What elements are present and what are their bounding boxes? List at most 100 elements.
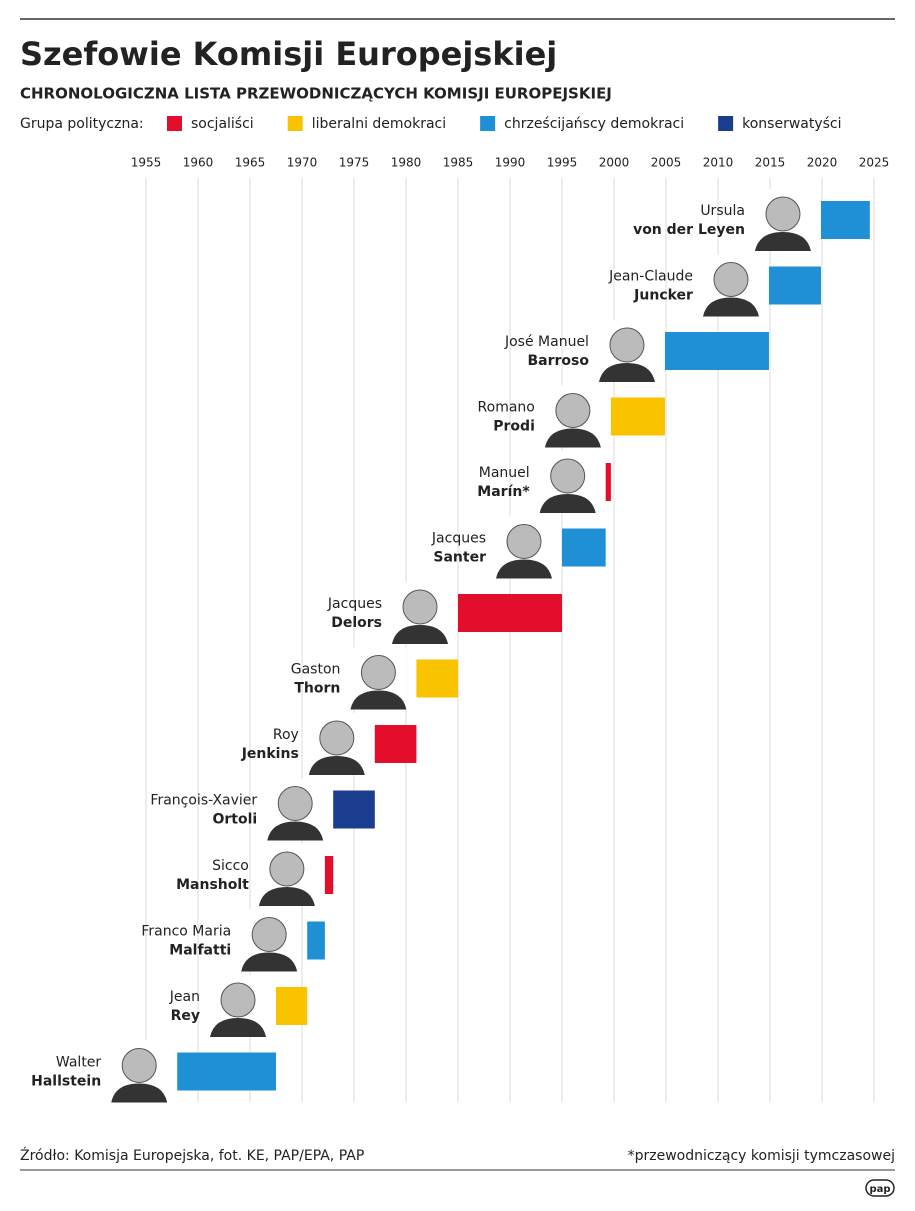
x-tick-label: 1970: [287, 156, 318, 170]
first-name: Romano: [478, 400, 535, 416]
portrait-head: [319, 720, 355, 756]
portrait-head: [402, 589, 438, 625]
portrait-shoulders: [308, 756, 365, 775]
tenure-bar: [605, 463, 611, 501]
logo-badge: [865, 1179, 895, 1197]
tenure-bar: [820, 201, 870, 239]
portrait-shoulders: [539, 494, 596, 513]
portrait-head: [277, 786, 313, 821]
tenure-bar: [416, 659, 458, 698]
logo: pap: [869, 1184, 890, 1195]
last-name: Prodi: [493, 419, 535, 435]
last-name: Hallstein: [31, 1074, 101, 1090]
portrait-shoulders: [258, 887, 315, 906]
portrait-head: [713, 262, 749, 297]
footnote: *przewodniczący komisji tymczasowej: [628, 1148, 895, 1164]
legend-swatch: [167, 116, 182, 131]
portrait-head: [765, 196, 801, 232]
x-tick-label: 1965: [235, 156, 266, 170]
portrait-head: [251, 917, 287, 952]
portrait-head: [550, 458, 586, 494]
tenure-bar: [562, 528, 606, 567]
legend-swatch: [287, 116, 303, 131]
first-name: Sicco: [212, 858, 249, 874]
last-name: Marín*: [477, 484, 530, 500]
first-name: Ursula: [700, 203, 745, 219]
tenure-bar: [177, 1052, 276, 1091]
tenure-bar: [307, 921, 325, 960]
portrait-head: [121, 1048, 157, 1083]
tenure-bar: [768, 266, 821, 305]
portrait-shoulders: [544, 428, 601, 448]
x-tick-label: 2020: [807, 156, 838, 170]
portrait-head: [609, 327, 645, 363]
x-tick-label: 1960: [183, 156, 214, 170]
portrait-head: [269, 851, 305, 887]
legend-swatch: [480, 116, 496, 131]
x-tick-label: 2025: [859, 156, 890, 170]
portrait-head: [360, 655, 396, 690]
portrait-head: [506, 524, 542, 559]
legend-title: Grupa polityczna:: [20, 116, 144, 132]
x-tick-label: 2010: [703, 156, 734, 170]
first-name: Jean-Claude: [608, 269, 693, 285]
tenure-bar: [458, 594, 562, 632]
first-name: Franco Maria: [141, 924, 231, 940]
portrait-head: [220, 982, 256, 1018]
first-name: Jacques: [327, 596, 382, 612]
tenure-bar: [276, 987, 308, 1025]
portrait-shoulders: [754, 232, 811, 251]
x-tick-label: 1975: [339, 156, 370, 170]
portrait-shoulders: [210, 1018, 266, 1037]
x-tick-label: 1995: [547, 156, 578, 170]
last-name: von der Leyen: [633, 222, 745, 238]
portrait-shoulders: [111, 1083, 168, 1103]
last-name: Mansholt: [176, 877, 249, 893]
legend-label: liberalni demokraci: [312, 116, 446, 132]
last-name: Jenkins: [241, 746, 299, 762]
portrait-shoulders: [241, 952, 298, 972]
portrait-shoulders: [350, 690, 407, 710]
tenure-bar: [324, 856, 334, 894]
last-name: Juncker: [633, 288, 693, 304]
x-tick-label: 1980: [391, 156, 422, 170]
portrait-shoulders: [496, 559, 552, 579]
x-tick-label: 1955: [131, 156, 162, 170]
x-tick-label: 1985: [443, 156, 474, 170]
portrait-shoulders: [392, 625, 448, 644]
last-name: Thorn: [294, 681, 340, 697]
last-name: Rey: [171, 1008, 200, 1024]
first-name: Jacques: [431, 531, 486, 547]
first-name: Gaston: [291, 662, 341, 678]
portrait-shoulders: [598, 363, 655, 382]
first-name: Manuel: [479, 465, 530, 481]
portrait-head: [555, 393, 591, 428]
first-name: Jean: [169, 989, 200, 1005]
last-name: Malfatti: [169, 943, 231, 959]
first-name: José Manuel: [504, 334, 589, 350]
first-name: François-Xavier: [150, 793, 257, 809]
first-name: Roy: [273, 727, 299, 743]
last-name: Santer: [433, 550, 486, 566]
tenure-bar: [664, 332, 769, 370]
portrait-shoulders: [702, 297, 759, 317]
legend-swatch: [718, 116, 734, 131]
legend-label: chrześcijańscy demokraci: [504, 116, 684, 132]
first-name: Walter: [56, 1055, 102, 1071]
portrait-shoulders: [267, 821, 324, 841]
chart-subtitle: CHRONOLOGICZNA LISTA PRZEWODNICZĄCYCH KO…: [20, 85, 612, 103]
legend-label: konserwatyści: [742, 116, 841, 132]
chart-title: Szefowie Komisji Europejskiej: [20, 35, 557, 73]
legend-label: socjaliści: [191, 116, 254, 132]
tenure-bar: [333, 790, 375, 829]
x-tick-label: 1990: [495, 156, 526, 170]
x-tick-label: 2005: [651, 156, 682, 170]
tenure-bar: [610, 397, 665, 436]
x-tick-label: 2000: [599, 156, 630, 170]
last-name: Ortoli: [212, 812, 257, 828]
tenure-bar: [374, 725, 417, 763]
last-name: Barroso: [527, 353, 589, 369]
x-tick-label: 2015: [755, 156, 786, 170]
last-name: Delors: [331, 615, 382, 631]
